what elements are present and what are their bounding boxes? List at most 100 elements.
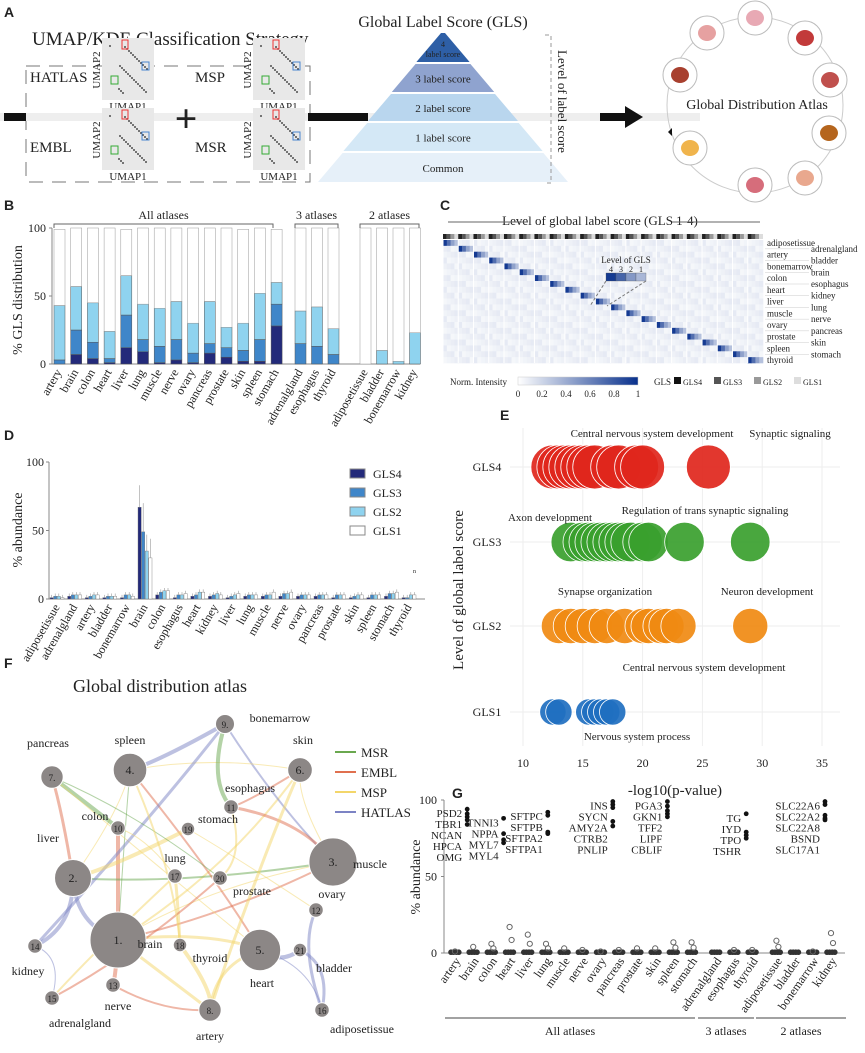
c-heat-cell [637,333,642,340]
c-heat-cell [751,263,756,270]
c-heat-cell [576,240,581,247]
c-heat-cell [599,275,604,282]
c-heat-cell [694,292,699,299]
c-heat-cell [599,286,604,294]
c-heat-cell [492,275,497,282]
c-heat-cell [713,275,718,282]
c-heat-cell [633,281,638,288]
c-heat-cell [534,245,539,253]
c-heat-cell [515,339,520,346]
c-heat-cell [545,327,550,335]
c-heat-cell [625,251,630,258]
c-heat-cell [515,357,520,364]
c-heat-cell [511,240,516,247]
c-heat-cell [557,304,562,311]
c-heat-cell [606,316,611,323]
b-bar-gls4 [270,325,283,365]
g-gene-label: SLC22A6 [775,801,820,813]
d-bar-gls1 [78,594,82,600]
c-heat-cell [743,275,749,282]
c-heat-cell [652,240,657,247]
c-row-label: kidney [811,291,836,301]
c-heat-cell [679,281,684,288]
c-heat-cell [465,240,470,247]
e-term-label: Synapse organization [558,586,653,598]
d-bar-gls2 [109,596,114,600]
c-heat-cell [622,245,627,253]
c-heat-cell [542,245,547,253]
c-heat-cell [656,304,661,311]
c-heat-cell [443,275,448,282]
c-heat-cell [728,339,733,346]
c-heat-cell [603,251,608,258]
c-heat-cell [660,345,665,352]
c-heat-cell [484,339,490,346]
c-heat-cell [728,286,733,294]
pointer-icon [668,128,672,136]
d-bar-gls3 [229,596,234,600]
umap-point [121,137,123,139]
c-heat-cell [683,298,688,305]
c-heat-cell [526,263,531,270]
c-heat-cell [663,357,669,364]
f-edge-msp [129,762,301,771]
c-heat-cell [542,251,547,258]
c-heat-cell [637,298,642,305]
f-node-skin [287,757,313,783]
c-heat-cell [534,298,539,305]
d-bar-gls1 [254,594,258,600]
c-gls-strip [568,234,573,239]
c-heat-cell [743,327,749,335]
c-heat-cell [644,345,650,352]
c-heat-cell [622,322,627,329]
c-heat-cell [679,345,684,352]
c-heat-cell [511,269,516,276]
c-heat-cell [446,263,451,270]
d-bar-gls1 [289,591,294,600]
e-x-tick-label: 25 [696,756,708,770]
f-node-liver [54,859,92,897]
c-heat-cell [515,257,520,264]
c-heat-cell [724,275,730,282]
c-heat-cell [705,240,710,247]
c-heat-cell [690,269,695,276]
c-heat-cell [591,298,596,305]
umap-point [120,160,122,162]
f-node-number: 18 [176,941,186,951]
cluster-green [110,145,119,155]
c-gls-strip [740,234,744,239]
c-heat-cell [568,286,573,294]
c-heat-cell [526,251,531,258]
c-heat-cell [618,292,623,299]
c-heat-cell [519,286,524,294]
b-bar-gls3 [170,339,183,361]
c-heat-cell [618,339,623,346]
c-heat-cell [450,333,455,340]
c-heat-cell [637,263,642,270]
c-heat-cell [572,327,577,335]
d-bar-gls4 [296,596,300,600]
c-heat-cell [709,263,714,270]
c-heat-cell [603,286,608,294]
c-heat-cell [740,357,745,364]
c-heat-cell [759,339,764,346]
e-bubble-gls4 [620,444,665,490]
cluster-red [272,39,280,50]
c-heat-cell [656,275,661,282]
c-heat-cell [545,292,550,299]
cluster-green [261,75,270,85]
c-heat-cell [481,327,486,335]
c-heat-cell [721,304,726,311]
c-heat-cell [561,292,566,299]
c-heat-cell [644,310,650,317]
c-heat-cell [698,245,703,253]
c-heat-cell [614,269,619,276]
c-heat-cell [663,339,669,346]
c-heat-cell [503,257,509,264]
c-heat-cell [713,310,718,317]
c-heat-cell [557,322,562,329]
c-heat-cell [488,240,493,247]
c-heat-cell [496,339,501,346]
c-gls-strip [717,234,722,239]
c-heat-cell [473,275,478,282]
